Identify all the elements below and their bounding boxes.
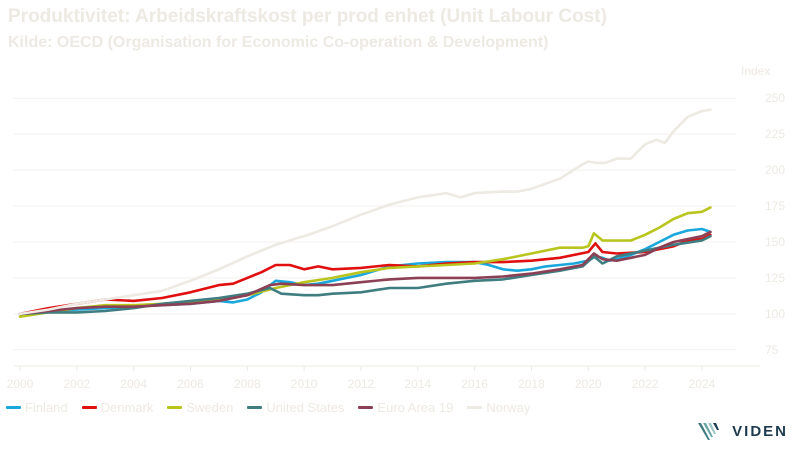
x-tick-label: 2012 bbox=[348, 377, 375, 391]
y-axis-title: Index bbox=[741, 64, 770, 78]
legend-swatch bbox=[467, 406, 483, 409]
brand-logo: VIDEN bbox=[697, 420, 788, 442]
legend-label: Norway bbox=[486, 400, 531, 415]
x-tick-label: 2014 bbox=[404, 377, 431, 391]
legend-swatch bbox=[6, 406, 21, 409]
legend-label: United States bbox=[266, 400, 345, 415]
y-tick-label: 100 bbox=[765, 307, 785, 321]
legend-swatch bbox=[167, 406, 183, 409]
legend-item-denmark[interactable]: Denmark bbox=[81, 400, 154, 415]
x-tick-label: 2002 bbox=[63, 377, 90, 391]
line-chart: 75 100 125 150 175 200 225 250 Index 2000 2002 2004… bbox=[7, 64, 786, 391]
y-tick-label: 150 bbox=[765, 235, 785, 249]
chart-subtitle: Kilde: OECD (Organisation for Economic C… bbox=[8, 34, 549, 51]
series-line-euro-area-19 bbox=[18, 230, 712, 316]
series-line-norway bbox=[18, 108, 712, 316]
legend-label: Sweden bbox=[186, 400, 234, 415]
legend-swatch bbox=[247, 406, 263, 409]
chart-title: Produktivitet: Arbeidskraftskost per pro… bbox=[8, 6, 607, 27]
legend-item-sweden[interactable]: Sweden bbox=[167, 400, 233, 415]
y-tick-label: 75 bbox=[765, 343, 779, 357]
x-tick-label: 2004 bbox=[120, 377, 147, 391]
x-tick-label: 2024 bbox=[689, 377, 716, 391]
chart-legend: Finland Denmark Sweden United States Euro Ar… bbox=[6, 400, 544, 415]
legend-swatch bbox=[358, 406, 374, 409]
legend-item-norway[interactable]: Norway bbox=[467, 400, 530, 415]
y-tick-label: 250 bbox=[765, 91, 785, 105]
series-line-denmark bbox=[18, 233, 712, 316]
legend-label: Finland bbox=[25, 400, 68, 415]
legend-item-united-states[interactable]: United States bbox=[247, 400, 344, 415]
series-line-united-states bbox=[18, 234, 712, 316]
x-tick-label: 2000 bbox=[7, 377, 34, 391]
x-tick-label: 2018 bbox=[518, 377, 545, 391]
x-tick-label: 2010 bbox=[291, 377, 318, 391]
x-tick-label: 2022 bbox=[632, 377, 659, 391]
x-tick-label: 2020 bbox=[575, 377, 602, 391]
y-tick-label: 125 bbox=[765, 271, 785, 285]
legend-item-euro-area-19[interactable]: Euro Area 19 bbox=[358, 400, 453, 415]
y-tick-label: 225 bbox=[765, 127, 785, 141]
x-tick-label: 2006 bbox=[177, 377, 204, 391]
x-tick-label: 2008 bbox=[234, 377, 261, 391]
legend-label: Denmark bbox=[100, 400, 154, 415]
viden-logo-icon bbox=[698, 423, 720, 440]
y-tick-label: 175 bbox=[765, 199, 785, 213]
y-tick-label: 200 bbox=[765, 163, 785, 177]
brand-name: VIDEN bbox=[732, 422, 788, 440]
legend-item-finland[interactable]: Finland bbox=[6, 400, 68, 415]
legend-label: Euro Area 19 bbox=[377, 400, 454, 415]
x-tick-label: 2016 bbox=[461, 377, 488, 391]
legend-swatch bbox=[81, 406, 97, 409]
